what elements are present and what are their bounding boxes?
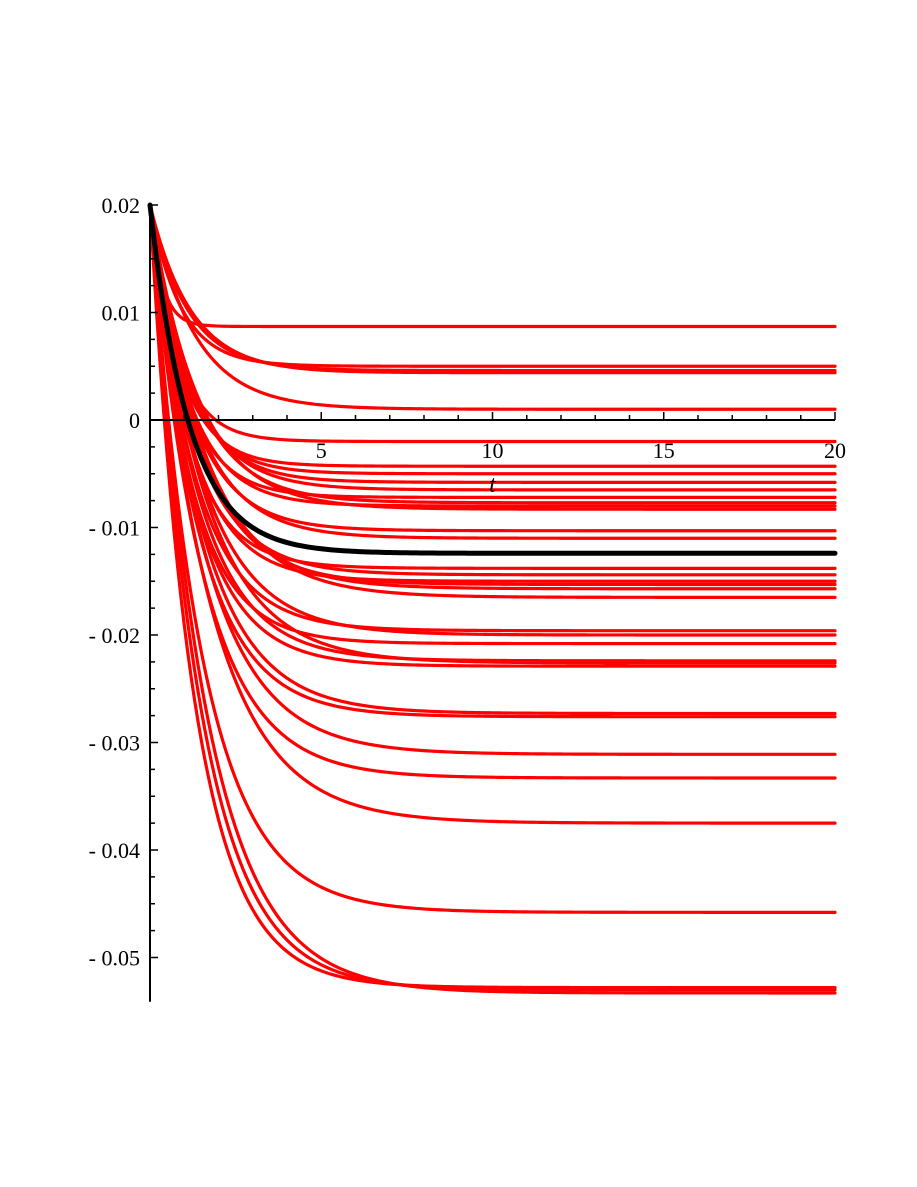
- series-line: [148, 203, 837, 499]
- series-line: [148, 203, 837, 914]
- series-line: [148, 203, 837, 780]
- x-axis-label: t: [489, 472, 497, 498]
- series-line: [148, 203, 837, 990]
- y-tick-label: - 0.02: [89, 623, 140, 648]
- y-tick-label: 0.01: [102, 301, 141, 326]
- series-line: [148, 203, 837, 373]
- highlight-series-layer: [147, 202, 838, 556]
- series-line: [148, 203, 837, 411]
- series-line: [148, 203, 837, 368]
- y-tick-label: - 0.01: [89, 516, 140, 541]
- series-line: [148, 203, 837, 508]
- series-line: [148, 203, 837, 716]
- x-tick-label: 15: [653, 438, 675, 463]
- series-layer: [148, 203, 837, 995]
- x-tick-label: 20: [824, 438, 846, 463]
- series-line: [148, 203, 837, 375]
- series-line: [148, 203, 837, 756]
- highlight-series-line: [147, 202, 838, 556]
- series-line: [148, 203, 837, 825]
- series-line: [148, 203, 837, 540]
- ticks-layer: 5 10 15 20 0.02 0.01 0 - 0.01 - 0.02 - 0.03 - 0.04…: [89, 193, 846, 971]
- series-line: [148, 203, 837, 492]
- series-line: [148, 203, 837, 484]
- series-line: [148, 203, 837, 992]
- series-line: [148, 203, 837, 995]
- series-line: [148, 203, 837, 637]
- x-tick-label: 10: [482, 438, 504, 463]
- series-line: [148, 203, 837, 329]
- series-line: [148, 203, 837, 719]
- series-line: [148, 203, 837, 599]
- series-line: [148, 203, 837, 663]
- series-line: [148, 203, 837, 668]
- series-line: [148, 203, 837, 665]
- axes-layer: [149, 205, 835, 1002]
- series-line: [148, 203, 837, 511]
- series-line: [148, 203, 837, 476]
- series-line: [148, 203, 837, 570]
- series-line: [148, 203, 837, 633]
- y-tick-label: 0: [129, 408, 140, 433]
- series-line: [148, 203, 837, 444]
- series-line: [148, 203, 837, 468]
- x-tick-label: 5: [316, 438, 327, 463]
- series-line: [148, 203, 837, 533]
- y-tick-label: 0.02: [102, 193, 141, 218]
- y-tick-label: - 0.05: [89, 946, 140, 971]
- y-tick-label: - 0.04: [89, 838, 140, 863]
- y-tick-label: - 0.03: [89, 731, 140, 756]
- series-line: [148, 203, 837, 583]
- series-line: [148, 203, 837, 646]
